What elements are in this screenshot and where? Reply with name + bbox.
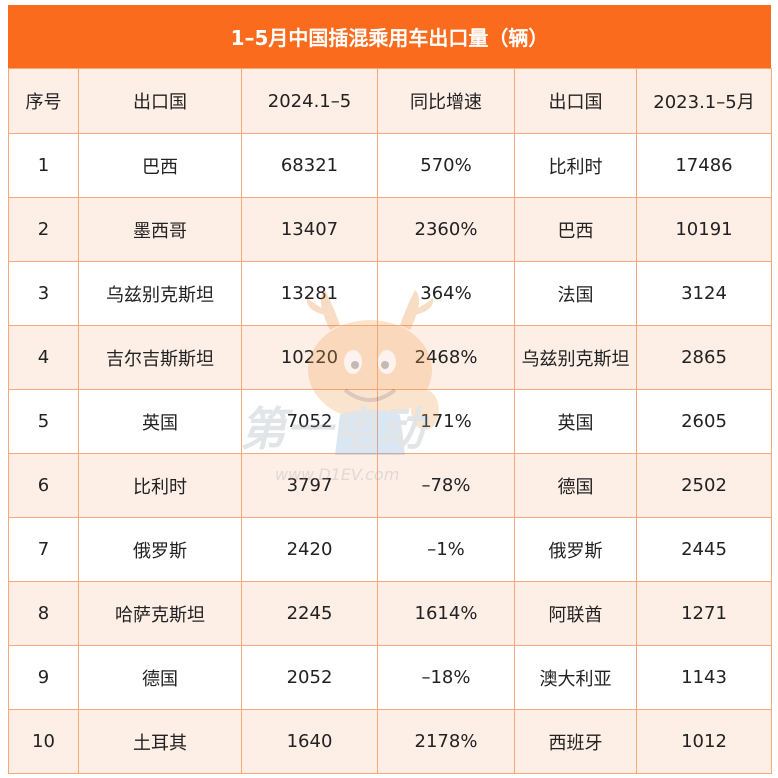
cell-volume-2023: 1012 — [636, 709, 772, 774]
export-table-container: 1–5月中国插混乘用车出口量（辆） 序号 出口国 2024.1–5 同比增速 出… — [8, 5, 772, 774]
cell-country-2024: 比利时 — [78, 453, 242, 518]
cell-growth: 171% — [377, 389, 515, 454]
cell-rank: 7 — [8, 517, 79, 582]
cell-country-2023: 巴西 — [514, 197, 637, 262]
cell-country-2023: 俄罗斯 — [514, 517, 637, 582]
cell-growth: 2360% — [377, 197, 515, 262]
cell-volume-2023: 1271 — [636, 581, 772, 646]
table-row: 3 乌兹别克斯坦 13281 364% 法国 3124 — [8, 261, 772, 326]
cell-volume-2024: 10220 — [241, 325, 378, 390]
cell-volume-2024: 13281 — [241, 261, 378, 326]
cell-growth: –18% — [377, 645, 515, 710]
cell-volume-2023: 1143 — [636, 645, 772, 710]
table-row: 8 哈萨克斯坦 2245 1614% 阿联酋 1271 — [8, 581, 772, 646]
cell-growth: –78% — [377, 453, 515, 518]
cell-country-2024: 俄罗斯 — [78, 517, 242, 582]
cell-growth: 2468% — [377, 325, 515, 390]
cell-country-2024: 乌兹别克斯坦 — [78, 261, 242, 326]
table-row: 6 比利时 3797 –78% 德国 2502 — [8, 453, 772, 518]
cell-volume-2024: 68321 — [241, 133, 378, 198]
cell-country-2024: 巴西 — [78, 133, 242, 198]
cell-country-2023: 英国 — [514, 389, 637, 454]
cell-rank: 8 — [8, 581, 79, 646]
export-table: 序号 出口国 2024.1–5 同比增速 出口国 2023.1–5月 1 巴西 … — [8, 68, 772, 774]
table-row: 1 巴西 68321 570% 比利时 17486 — [8, 133, 772, 198]
cell-country-2023: 西班牙 — [514, 709, 637, 774]
cell-volume-2023: 17486 — [636, 133, 772, 198]
cell-rank: 6 — [8, 453, 79, 518]
cell-country-2023: 乌兹别克斯坦 — [514, 325, 637, 390]
cell-rank: 4 — [8, 325, 79, 390]
cell-rank: 5 — [8, 389, 79, 454]
cell-country-2023: 比利时 — [514, 133, 637, 198]
cell-volume-2023: 2605 — [636, 389, 772, 454]
cell-country-2024: 哈萨克斯坦 — [78, 581, 242, 646]
table-row: 10 土耳其 1640 2178% 西班牙 1012 — [8, 709, 772, 774]
cell-country-2024: 德国 — [78, 645, 242, 710]
cell-growth: 364% — [377, 261, 515, 326]
table-row: 7 俄罗斯 2420 –1% 俄罗斯 2445 — [8, 517, 772, 582]
cell-volume-2023: 2502 — [636, 453, 772, 518]
cell-growth: 1614% — [377, 581, 515, 646]
cell-country-2023: 阿联酋 — [514, 581, 637, 646]
cell-rank: 3 — [8, 261, 79, 326]
header-row: 序号 出口国 2024.1–5 同比增速 出口国 2023.1–5月 — [8, 68, 772, 134]
header-country-2024: 出口国 — [78, 68, 242, 134]
table-row: 4 吉尔吉斯斯坦 10220 2468% 乌兹别克斯坦 2865 — [8, 325, 772, 390]
header-growth: 同比增速 — [377, 68, 515, 134]
cell-growth: 2178% — [377, 709, 515, 774]
table-title: 1–5月中国插混乘用车出口量（辆） — [8, 5, 771, 68]
cell-country-2023: 德国 — [514, 453, 637, 518]
header-country-2023: 出口国 — [514, 68, 637, 134]
cell-country-2024: 吉尔吉斯斯坦 — [78, 325, 242, 390]
cell-volume-2024: 13407 — [241, 197, 378, 262]
cell-country-2024: 英国 — [78, 389, 242, 454]
cell-volume-2024: 1640 — [241, 709, 378, 774]
cell-rank: 9 — [8, 645, 79, 710]
cell-country-2023: 法国 — [514, 261, 637, 326]
table-row: 9 德国 2052 –18% 澳大利亚 1143 — [8, 645, 772, 710]
cell-volume-2023: 10191 — [636, 197, 772, 262]
cell-rank: 10 — [8, 709, 79, 774]
cell-country-2024: 墨西哥 — [78, 197, 242, 262]
cell-volume-2024: 2245 — [241, 581, 378, 646]
cell-volume-2024: 2420 — [241, 517, 378, 582]
cell-country-2023: 澳大利亚 — [514, 645, 637, 710]
header-volume-2023: 2023.1–5月 — [636, 68, 772, 134]
cell-growth: –1% — [377, 517, 515, 582]
header-rank: 序号 — [8, 68, 79, 134]
cell-volume-2023: 2445 — [636, 517, 772, 582]
cell-volume-2023: 2865 — [636, 325, 772, 390]
table-row: 2 墨西哥 13407 2360% 巴西 10191 — [8, 197, 772, 262]
cell-growth: 570% — [377, 133, 515, 198]
cell-rank: 1 — [8, 133, 79, 198]
cell-volume-2024: 2052 — [241, 645, 378, 710]
cell-rank: 2 — [8, 197, 79, 262]
cell-volume-2024: 3797 — [241, 453, 378, 518]
cell-volume-2024: 7052 — [241, 389, 378, 454]
cell-volume-2023: 3124 — [636, 261, 772, 326]
header-volume-2024: 2024.1–5 — [241, 68, 378, 134]
cell-country-2024: 土耳其 — [78, 709, 242, 774]
table-row: 5 英国 7052 171% 英国 2605 — [8, 389, 772, 454]
